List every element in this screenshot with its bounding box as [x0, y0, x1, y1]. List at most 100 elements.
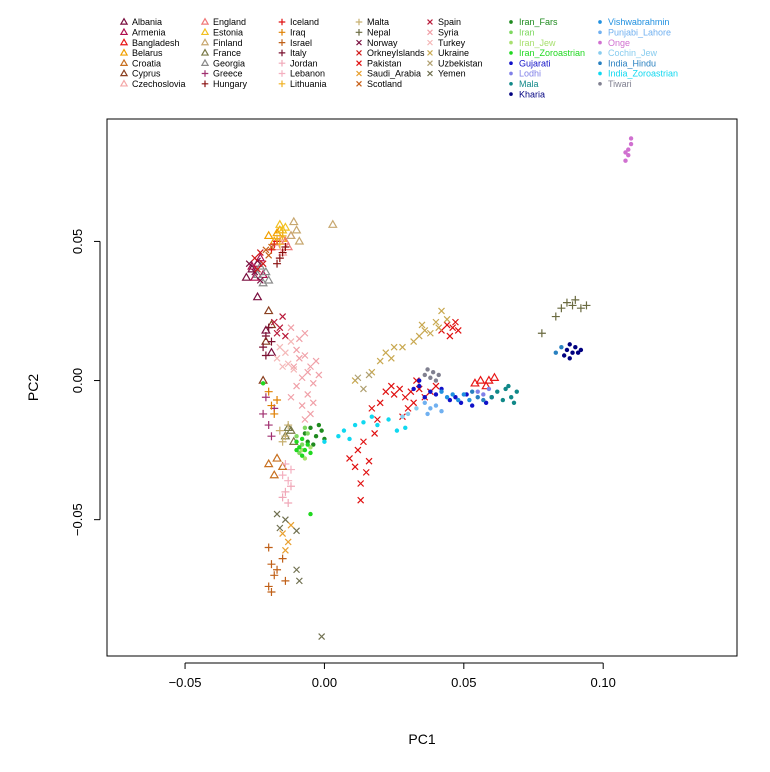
data-point: [256, 276, 264, 284]
legend-item-india-hindu: India_Hindu: [598, 58, 656, 68]
data-point: [265, 251, 273, 259]
plot-points: [241, 136, 634, 640]
y-tick-label: −0.05: [70, 503, 85, 536]
legend-label: Syria: [438, 28, 459, 38]
data-point: [576, 304, 585, 313]
data-point: [360, 385, 367, 393]
series-orkneyislands: [251, 249, 267, 273]
data-point: [283, 241, 294, 251]
legend-marker: [427, 29, 433, 36]
series-israel: [264, 543, 290, 597]
data-point: [284, 476, 293, 485]
data-point: [293, 527, 300, 535]
data-point: [273, 510, 281, 518]
data-point: [456, 397, 461, 403]
legend-marker: [200, 38, 210, 46]
legend-marker: [427, 50, 433, 56]
data-point: [255, 261, 266, 270]
data-point: [286, 425, 296, 434]
legend-label: Iran_Jew: [519, 38, 556, 48]
data-point: [433, 378, 439, 383]
legend-item-norway: Norway: [356, 38, 398, 48]
legend-item-hungary: Hungary: [201, 79, 248, 89]
data-point: [626, 147, 631, 152]
data-point: [293, 566, 300, 574]
data-point: [319, 428, 324, 433]
data-point: [278, 248, 287, 257]
data-point: [453, 395, 458, 400]
data-point: [371, 429, 379, 437]
data-point: [567, 356, 572, 361]
data-point: [401, 393, 409, 401]
data-point: [254, 265, 261, 273]
legend-marker: [598, 20, 602, 24]
legend-item-turkey: Turkey: [427, 38, 466, 48]
series-bangladesh: [470, 372, 500, 390]
legend-label: Israel: [290, 38, 312, 48]
legend-marker: [278, 39, 286, 46]
legend-marker: [119, 58, 129, 66]
data-point: [400, 414, 405, 419]
data-point: [291, 225, 302, 234]
legend-label: England: [213, 17, 246, 27]
data-point: [275, 240, 284, 249]
data-point: [559, 344, 564, 350]
axes: −0.05 0.00 0.05 0.10 0.05 0.00 −0.05: [70, 229, 616, 690]
series-lebanon: [278, 460, 295, 485]
legend-item-cochin-jew: Cochin_Jew: [598, 48, 658, 58]
data-point: [475, 395, 480, 400]
data-point: [509, 395, 514, 400]
legend-label: Vishwabrahmin: [608, 17, 669, 27]
data-point: [318, 633, 326, 640]
data-point: [278, 231, 287, 240]
legend-marker: [356, 80, 362, 87]
series-mala: [489, 383, 519, 406]
data-point: [286, 465, 295, 474]
legend-label: Turkey: [438, 38, 466, 48]
data-point: [276, 524, 284, 532]
data-point: [316, 422, 322, 428]
data-point: [347, 436, 352, 442]
x-tick-label: 0.05: [451, 675, 476, 690]
data-point: [346, 455, 353, 462]
legend-item-iceland: Iceland: [278, 17, 319, 27]
data-point: [418, 321, 426, 329]
data-point: [308, 425, 313, 431]
data-point: [557, 304, 566, 313]
legend-item-jordan: Jordan: [278, 58, 318, 68]
data-point: [294, 433, 299, 439]
data-point: [268, 243, 275, 251]
data-point: [274, 219, 285, 228]
legend-item-pakistan: Pakistan: [356, 58, 402, 68]
data-point: [481, 380, 491, 390]
series-uzbekistan: [354, 371, 373, 393]
legend-label: Belarus: [132, 48, 163, 58]
legend-marker: [598, 51, 602, 55]
data-point: [447, 397, 453, 403]
series-greece: [259, 393, 279, 441]
data-point: [421, 327, 429, 334]
legend-item-israel: Israel: [278, 38, 312, 48]
legend-label: Mala: [519, 79, 539, 89]
data-point: [273, 396, 282, 405]
data-point: [281, 432, 290, 441]
data-point: [483, 400, 489, 406]
data-point: [489, 395, 494, 400]
data-point: [252, 291, 263, 301]
legend-marker: [427, 39, 433, 46]
data-point: [313, 433, 319, 439]
data-point: [352, 422, 358, 428]
data-point: [422, 400, 427, 406]
legend-marker: [200, 27, 210, 36]
data-point: [368, 404, 376, 412]
legend-label: Iran: [519, 28, 535, 38]
x-tick-label: −0.05: [169, 675, 202, 690]
legend-label: Uzbekistan: [438, 58, 483, 68]
data-point: [336, 433, 341, 439]
data-point: [298, 374, 306, 382]
data-point: [357, 480, 365, 487]
data-point: [362, 468, 370, 476]
data-point: [295, 354, 303, 362]
data-point: [500, 397, 506, 403]
